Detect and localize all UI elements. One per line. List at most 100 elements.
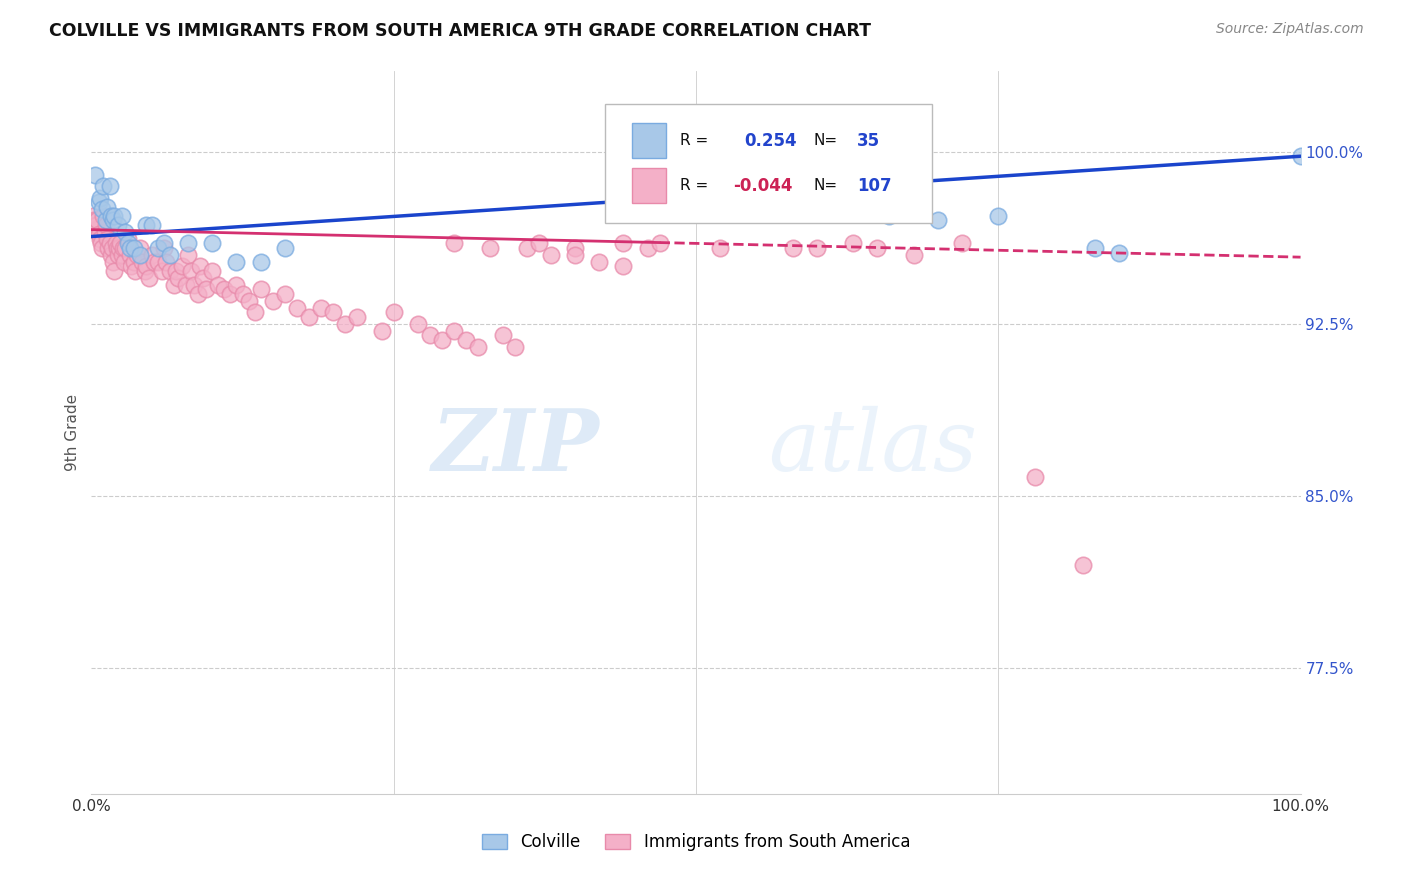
- Text: atlas: atlas: [769, 406, 977, 489]
- Point: [93, 179, 115, 194]
- Point: [443, 324, 465, 338]
- Point: [782, 241, 804, 255]
- Point: [84, 222, 107, 236]
- Point: [285, 301, 308, 315]
- Point: [159, 264, 181, 278]
- Point: [419, 328, 441, 343]
- Point: [249, 254, 271, 268]
- Point: [346, 310, 368, 324]
- Point: [430, 333, 453, 347]
- Point: [298, 310, 321, 324]
- Point: [262, 293, 284, 308]
- Point: [443, 236, 465, 251]
- Point: [96, 232, 118, 246]
- Point: [177, 248, 200, 262]
- FancyBboxPatch shape: [605, 103, 932, 223]
- Point: [177, 236, 200, 251]
- Point: [89, 190, 111, 204]
- Point: [516, 241, 538, 255]
- Point: [103, 209, 125, 223]
- Point: [564, 248, 586, 262]
- Point: [153, 241, 176, 255]
- Point: [709, 241, 731, 255]
- Text: 35: 35: [856, 132, 880, 150]
- Point: [124, 264, 146, 278]
- Point: [527, 236, 550, 251]
- Point: [406, 317, 429, 331]
- Point: [128, 248, 150, 262]
- Point: [98, 179, 121, 194]
- Point: [107, 248, 129, 262]
- Point: [183, 277, 205, 292]
- Point: [107, 218, 129, 232]
- Point: [128, 241, 150, 255]
- Point: [100, 209, 122, 223]
- Y-axis label: 9th Grade: 9th Grade: [65, 394, 80, 471]
- Point: [86, 213, 108, 227]
- Legend: Colville, Immigrants from South America: Colville, Immigrants from South America: [475, 827, 917, 858]
- Point: [456, 333, 478, 347]
- Point: [1024, 470, 1046, 484]
- Point: [87, 195, 110, 210]
- Point: [903, 248, 925, 262]
- Point: [120, 248, 142, 262]
- Point: [138, 270, 160, 285]
- Point: [842, 236, 865, 251]
- Point: [122, 241, 145, 255]
- Text: COLVILLE VS IMMIGRANTS FROM SOUTH AMERICA 9TH GRADE CORRELATION CHART: COLVILLE VS IMMIGRANTS FROM SOUTH AMERIC…: [49, 22, 872, 40]
- Point: [370, 324, 392, 338]
- Point: [111, 241, 134, 255]
- Point: [866, 241, 889, 255]
- Point: [98, 236, 121, 251]
- Point: [225, 277, 247, 292]
- Text: 0.254: 0.254: [744, 132, 797, 150]
- Point: [274, 241, 297, 255]
- Point: [238, 293, 260, 308]
- Point: [117, 232, 139, 246]
- Point: [122, 254, 145, 268]
- Point: [131, 254, 153, 268]
- Point: [110, 236, 132, 251]
- Point: [153, 236, 176, 251]
- FancyBboxPatch shape: [631, 123, 666, 158]
- Point: [806, 241, 828, 255]
- Point: [89, 232, 111, 246]
- Point: [225, 254, 247, 268]
- Point: [167, 270, 190, 285]
- Point: [637, 241, 659, 255]
- Point: [879, 209, 901, 223]
- Point: [172, 260, 194, 274]
- Text: N=: N=: [813, 133, 838, 148]
- Text: ZIP: ZIP: [432, 405, 599, 489]
- Point: [1289, 149, 1312, 163]
- Point: [87, 227, 110, 242]
- Point: [382, 305, 405, 319]
- Point: [91, 202, 114, 216]
- Point: [134, 264, 156, 278]
- Text: N=: N=: [813, 178, 838, 193]
- Point: [105, 241, 128, 255]
- Point: [1108, 245, 1130, 260]
- Point: [150, 264, 173, 278]
- Text: R =: R =: [681, 133, 709, 148]
- Point: [104, 236, 127, 251]
- Point: [950, 236, 973, 251]
- Point: [191, 270, 214, 285]
- Point: [987, 209, 1010, 223]
- Text: R =: R =: [681, 178, 709, 193]
- Point: [117, 236, 139, 251]
- Point: [101, 254, 124, 268]
- Point: [143, 254, 166, 268]
- Point: [112, 254, 135, 268]
- Point: [127, 248, 149, 262]
- Point: [114, 225, 136, 239]
- Point: [91, 241, 114, 255]
- Point: [927, 213, 949, 227]
- Text: Source: ZipAtlas.com: Source: ZipAtlas.com: [1216, 22, 1364, 37]
- Point: [155, 254, 177, 268]
- Point: [100, 248, 122, 262]
- Point: [830, 190, 852, 204]
- Point: [82, 209, 104, 223]
- Point: [101, 241, 124, 255]
- Point: [249, 282, 271, 296]
